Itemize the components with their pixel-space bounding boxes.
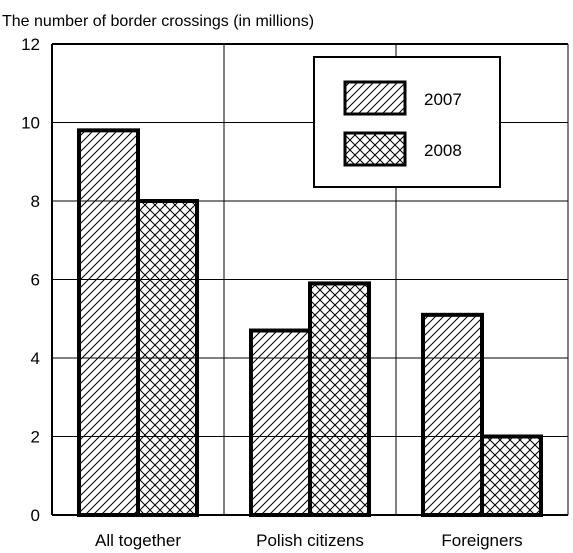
bar-2007 xyxy=(77,128,140,517)
x-axis-labels: All together Polish citizens Foreigners xyxy=(95,531,523,550)
y-tick-label: 4 xyxy=(31,349,40,368)
bar-2008 xyxy=(308,281,371,517)
y-tick-label: 0 xyxy=(31,506,40,525)
bar-2008 xyxy=(480,434,543,517)
legend-swatch-2008 xyxy=(343,131,407,167)
legend-label-2008: 2008 xyxy=(424,141,462,160)
legend: 2007 2008 xyxy=(313,56,501,188)
plot-frame xyxy=(51,43,569,516)
bar-2007 xyxy=(249,328,312,517)
y-tick-label: 8 xyxy=(31,192,40,211)
legend-label-2007: 2007 xyxy=(424,90,462,109)
bar-2007 xyxy=(421,312,484,518)
y-axis-ticks: 0 2 4 6 8 10 12 xyxy=(21,35,40,525)
bars xyxy=(77,128,543,518)
x-category-label: Polish citizens xyxy=(256,531,364,550)
bar-2008 xyxy=(136,199,199,517)
legend-box xyxy=(313,56,501,188)
y-tick-label: 12 xyxy=(21,35,40,54)
y-tick-label: 10 xyxy=(21,114,40,133)
y-tick-label: 2 xyxy=(31,428,40,447)
chart-title: The number of border crossings (in milli… xyxy=(2,13,314,30)
x-category-label: Foreigners xyxy=(441,531,522,550)
x-category-label: All together xyxy=(95,531,181,550)
y-tick-label: 6 xyxy=(31,271,40,290)
legend-swatch-2007 xyxy=(343,80,407,116)
